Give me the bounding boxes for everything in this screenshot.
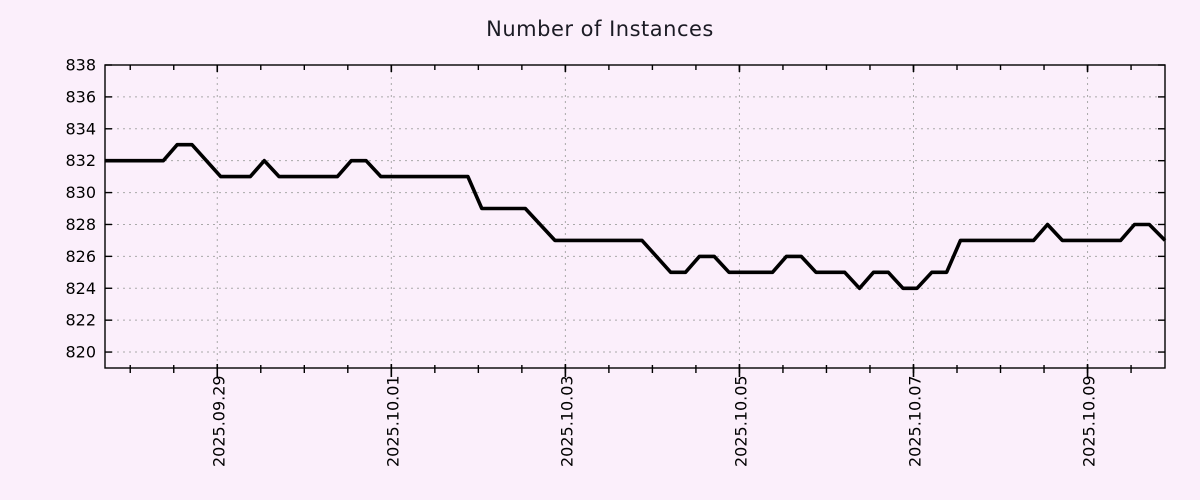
y-tick-label: 832 [65,151,96,170]
axes [104,64,1166,369]
y-tick-label: 824 [65,279,96,298]
x-tick-label: 2025.10.07 [905,375,924,467]
y-tick-label: 836 [65,87,96,106]
y-tick-label: 830 [65,183,96,202]
y-tick-label: 828 [65,215,96,234]
data-series [105,142,1167,291]
x-tick-label: 2025.10.05 [731,375,750,467]
x-tick-label: 2025.09.29 [209,375,228,467]
x-tick-label: 2025.10.03 [557,375,576,467]
x-tick-label: 2025.10.01 [383,375,402,467]
y-tick-label: 838 [65,56,96,75]
series-line-instances [105,142,1167,291]
plot-border [104,64,1166,369]
axis-labels: 820 822 824 826 828 830 832 834 836 838 2025.09.29… [65,56,1098,468]
x-tick-label: 2025.10.09 [1080,375,1099,467]
y-tick-label: 834 [65,119,96,138]
y-tick-label: 820 [65,343,96,362]
gridlines [105,65,1165,368]
tick-marks [105,64,1165,377]
y-tick-label: 826 [65,247,96,266]
y-tick-label: 822 [65,311,96,330]
chart-title: Number of Instances [486,17,714,41]
